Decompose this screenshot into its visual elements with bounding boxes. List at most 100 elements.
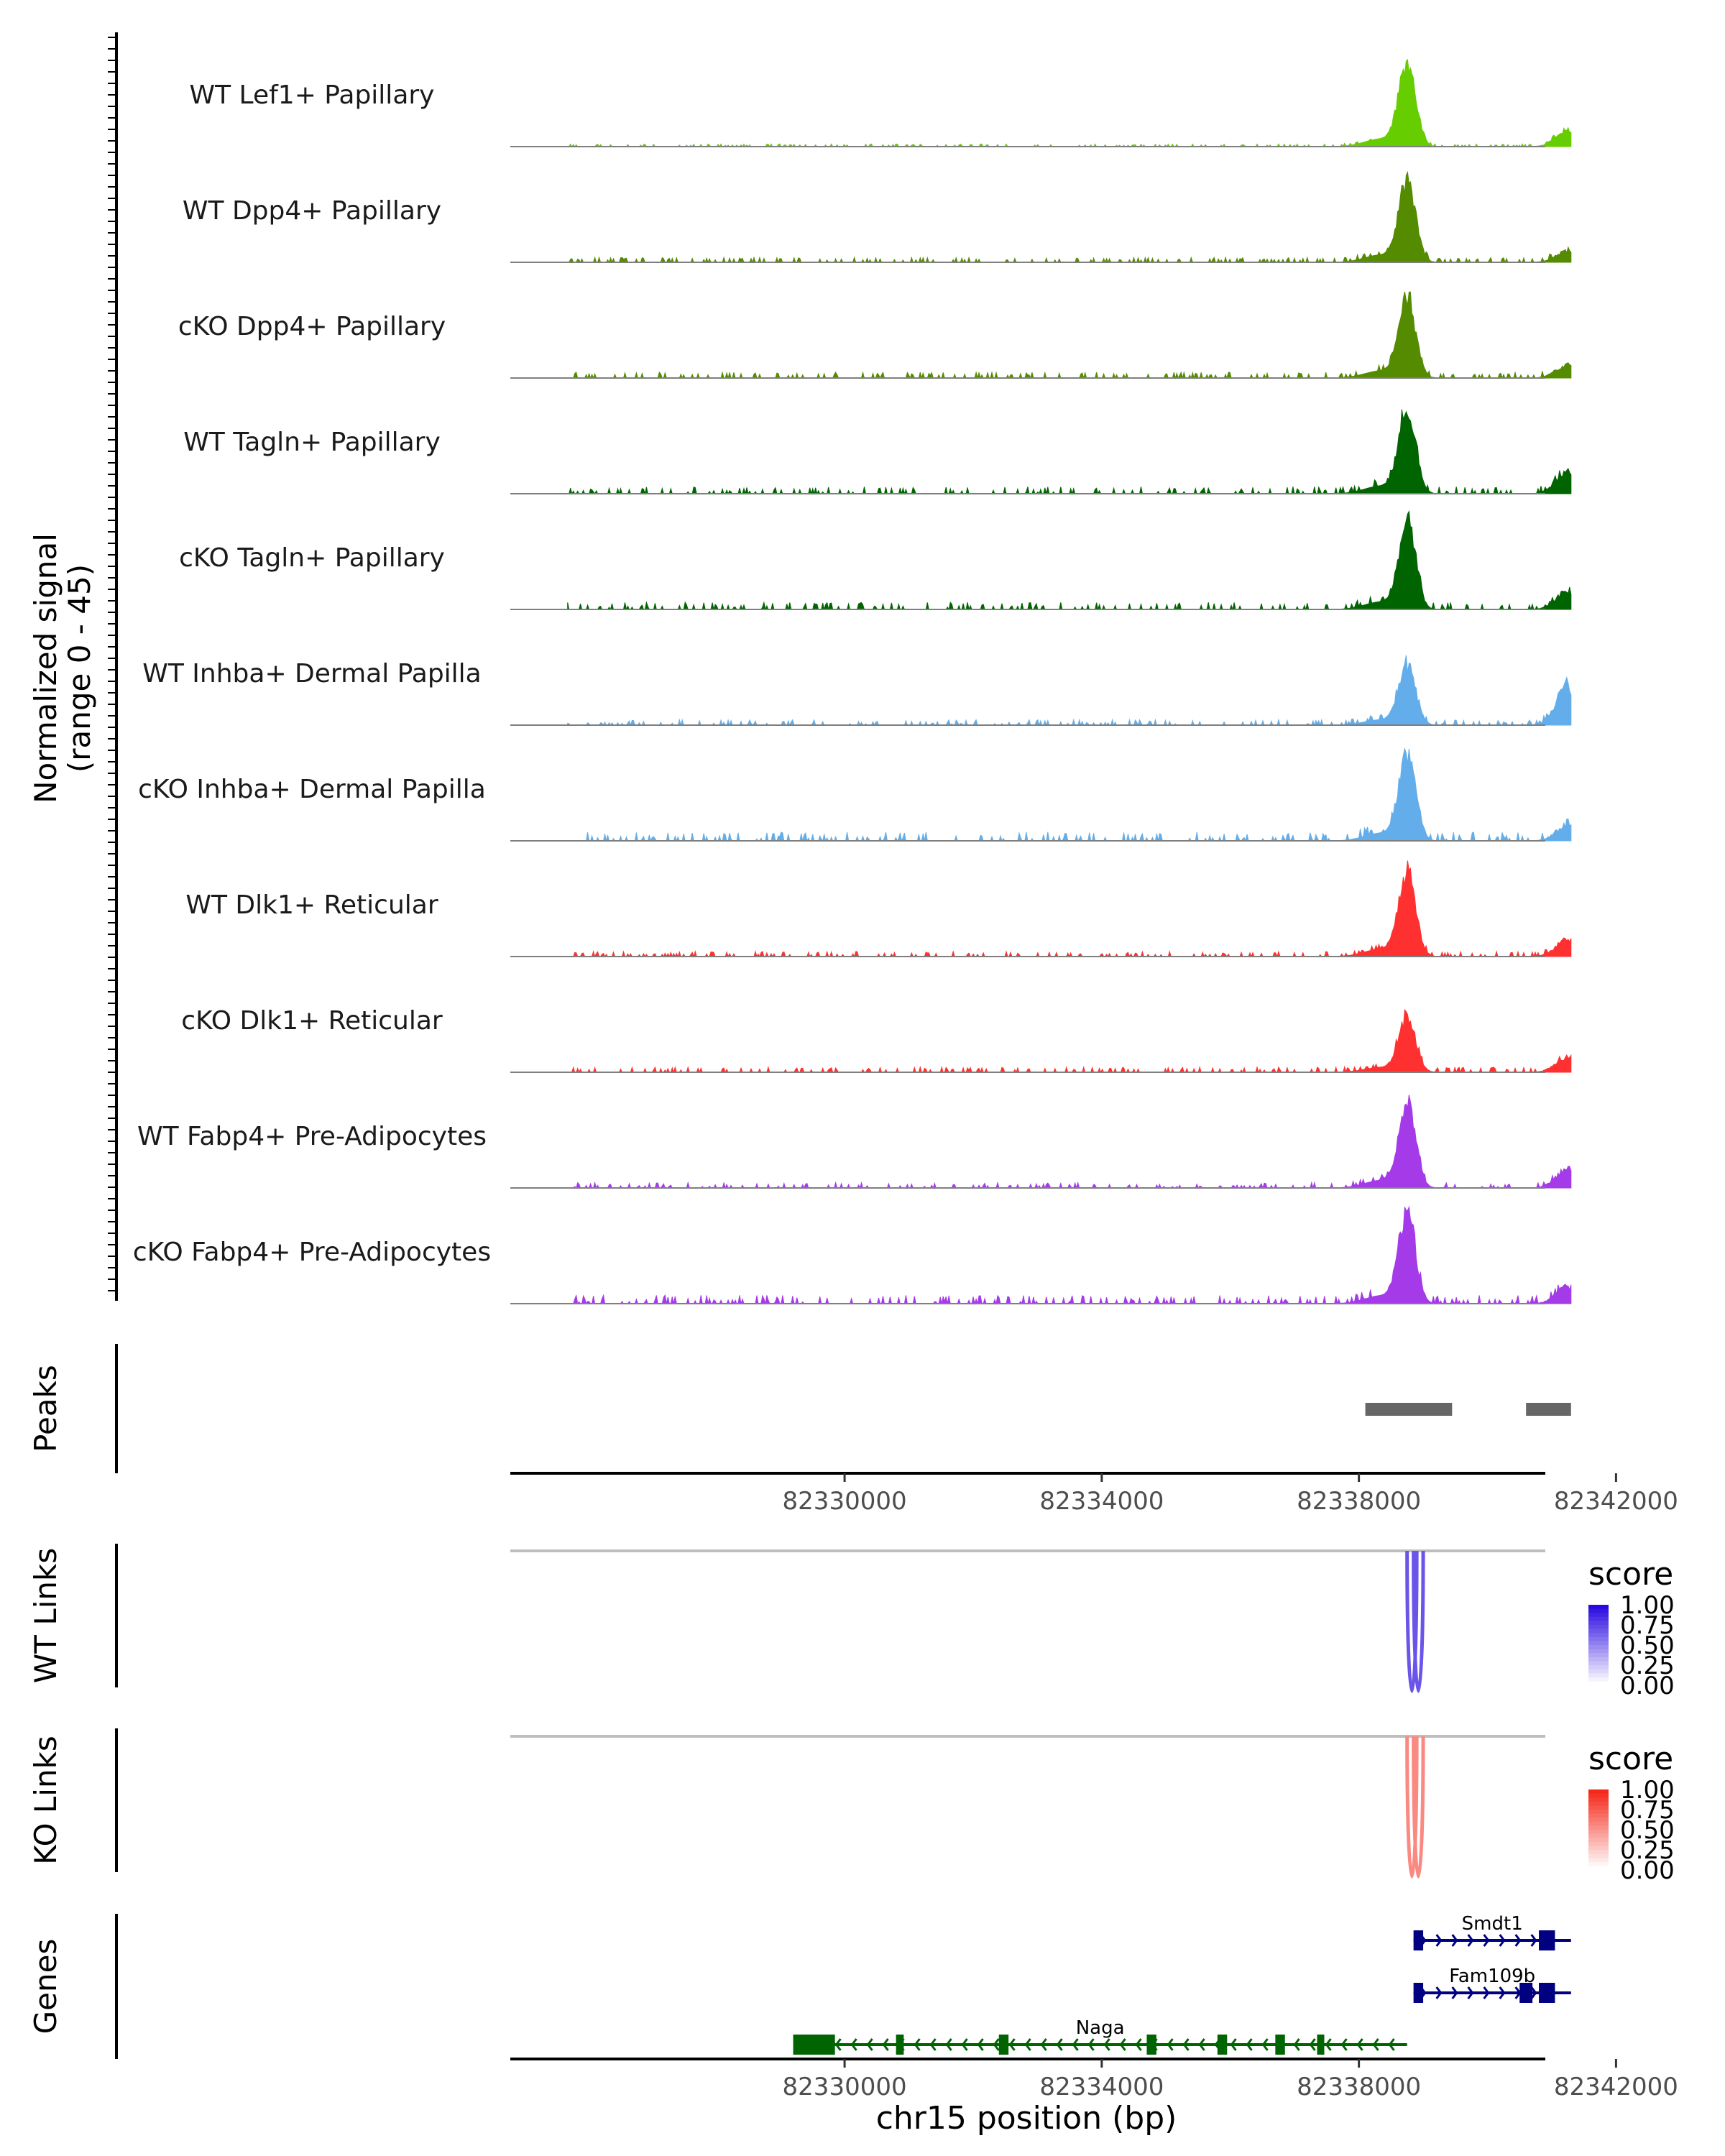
legend-gradient-step — [1588, 1821, 1609, 1826]
coverage-area-10 — [567, 1095, 1572, 1189]
legend-tick-label: 1.00 — [1620, 1591, 1675, 1620]
legend-tick-label: 0.50 — [1620, 1816, 1675, 1845]
strand-arrow — [1056, 2038, 1063, 2051]
gene-exon-7 — [1317, 2035, 1325, 2055]
coverage-area-1 — [567, 58, 1572, 148]
legend-tick-label: 0.25 — [1620, 1836, 1675, 1865]
legend-gradient-step — [1588, 1841, 1609, 1846]
legend-gradient-step — [1588, 1858, 1609, 1863]
strand-arrow — [977, 2038, 984, 2051]
x-axis-main-tick-label: 82342000 — [1554, 1487, 1678, 1516]
strand-arrow — [1356, 2038, 1363, 2051]
strand-arrow — [1182, 2038, 1190, 2051]
legend-gradient-step — [1588, 1853, 1609, 1858]
x-axis-main-tick-label: 82338000 — [1297, 1487, 1421, 1516]
legend-gradient-step — [1588, 1793, 1609, 1798]
strand-arrow — [1261, 2038, 1269, 2051]
strand-arrow — [1340, 2038, 1348, 2051]
track-9: cKO Dlk1+ Reticular — [181, 1006, 1572, 1074]
legend-gradient-step — [1588, 1677, 1609, 1682]
genes-label: Genes — [28, 1939, 63, 2035]
coverage-area-11 — [567, 1205, 1572, 1305]
strand-arrow — [961, 2038, 968, 2051]
legend-gradient-step — [1588, 1621, 1609, 1626]
strand-arrow — [1451, 1986, 1458, 1999]
legend-gradient-step — [1588, 1653, 1609, 1658]
track-label: WT Dlk1+ Reticular — [185, 890, 438, 920]
legend-gradient-step — [1588, 1649, 1609, 1654]
legend-tick-label: 0.25 — [1620, 1651, 1675, 1680]
gene-exon-3 — [1539, 1983, 1555, 2003]
coverage-tracks: WT Lef1+ Papillary WT Dpp4+ Papillary cKO … — [133, 58, 1572, 1305]
track-label: WT Tagln+ Papillary — [183, 428, 441, 457]
x-axis-bottom-tick-label: 82342000 — [1554, 2073, 1678, 2101]
strand-arrow — [1499, 1986, 1506, 1999]
strand-arrow — [1230, 2038, 1237, 2051]
coverage-y-axis-ticks — [108, 37, 116, 1291]
strand-arrow — [834, 2038, 842, 2051]
legend-gradient-step — [1588, 1636, 1609, 1641]
gene-name-label: Naga — [1076, 2017, 1125, 2039]
coverage-y-label-range: (range 0 - 45) — [62, 564, 97, 773]
legend-gradient-step — [1588, 1616, 1609, 1621]
legend-gradient-step — [1588, 1625, 1609, 1630]
coverage-y-label: Normalized signal — [28, 533, 63, 803]
link-arc-1 — [1405, 1550, 1419, 1693]
coverage-area-5 — [567, 510, 1572, 611]
legend-gradient-step — [1588, 1850, 1609, 1855]
strand-arrow — [850, 2038, 857, 2051]
strand-arrow — [1530, 1934, 1537, 1947]
track-label: WT Dpp4+ Papillary — [183, 196, 441, 226]
strand-arrow — [1293, 2038, 1300, 2051]
peaks-label: Peaks — [28, 1365, 63, 1452]
legend-tick-label: 0.00 — [1620, 1856, 1675, 1885]
legend-gradient-step — [1588, 1681, 1609, 1686]
track-3: cKO Dpp4+ Papillary — [178, 291, 1572, 379]
track-label: cKO Tagln+ Papillary — [179, 543, 445, 573]
legend-title: score — [1588, 1556, 1673, 1593]
track-label: WT Fabp4+ Pre-Adipocytes — [137, 1122, 487, 1151]
ko-links-label: KO Links — [28, 1736, 63, 1865]
legend-gradient-step — [1588, 1838, 1609, 1843]
coverage-area-7 — [567, 748, 1572, 842]
link-arc-1 — [1405, 1736, 1419, 1879]
track-1: WT Lef1+ Papillary — [190, 58, 1572, 148]
track-7: cKO Inhba+ Dermal Papilla — [138, 748, 1572, 842]
strand-arrow — [1325, 2038, 1332, 2051]
legend-gradient-step — [1588, 1813, 1609, 1818]
gene-exon-2 — [896, 2035, 904, 2055]
legend-tick-label: 0.75 — [1620, 1796, 1675, 1825]
strand-arrow — [1483, 1934, 1490, 1947]
track-6: WT Inhba+ Dermal Papilla — [142, 655, 1572, 727]
x-axis-bottom-tick-label: 82334000 — [1039, 2073, 1164, 2101]
track-label: cKO Dlk1+ Reticular — [181, 1006, 443, 1036]
strand-arrow — [929, 2038, 937, 2051]
x-axis-main-tick-label: 82334000 — [1039, 1487, 1164, 1516]
strand-arrow — [1198, 2038, 1205, 2051]
gene-exon-2 — [1519, 1983, 1533, 2003]
coverage-area-2 — [567, 170, 1572, 264]
peak-region-2 — [1526, 1403, 1571, 1416]
legend-gradient-step — [1588, 1830, 1609, 1835]
legend-gradient-step — [1588, 1801, 1609, 1806]
track-label: cKO Dpp4+ Papillary — [178, 312, 446, 341]
strand-arrow — [1008, 2038, 1016, 2051]
wt-links-track — [510, 1549, 1545, 1693]
gene-exon-3 — [998, 2035, 1009, 2055]
strand-arrow — [882, 2038, 889, 2051]
gene-smdt1: Smdt1 — [1413, 1913, 1571, 1950]
strand-arrow — [1451, 1934, 1458, 1947]
legend-title: score — [1588, 1741, 1673, 1777]
legend-tick-label: 0.50 — [1620, 1631, 1675, 1660]
legend-gradient-step — [1588, 1628, 1609, 1634]
strand-arrow — [1483, 1986, 1490, 1999]
gene-exon-1 — [1413, 1930, 1424, 1950]
x-axis-main-tick-label: 82330000 — [783, 1487, 907, 1516]
gene-naga: Naga — [793, 2017, 1407, 2055]
track-label: WT Lef1+ Papillary — [190, 80, 435, 110]
legend-gradient-step — [1588, 1861, 1609, 1866]
gene-exon-6 — [1275, 2035, 1285, 2055]
strand-arrow — [914, 2038, 921, 2051]
legend-gradient-step — [1588, 1633, 1609, 1638]
